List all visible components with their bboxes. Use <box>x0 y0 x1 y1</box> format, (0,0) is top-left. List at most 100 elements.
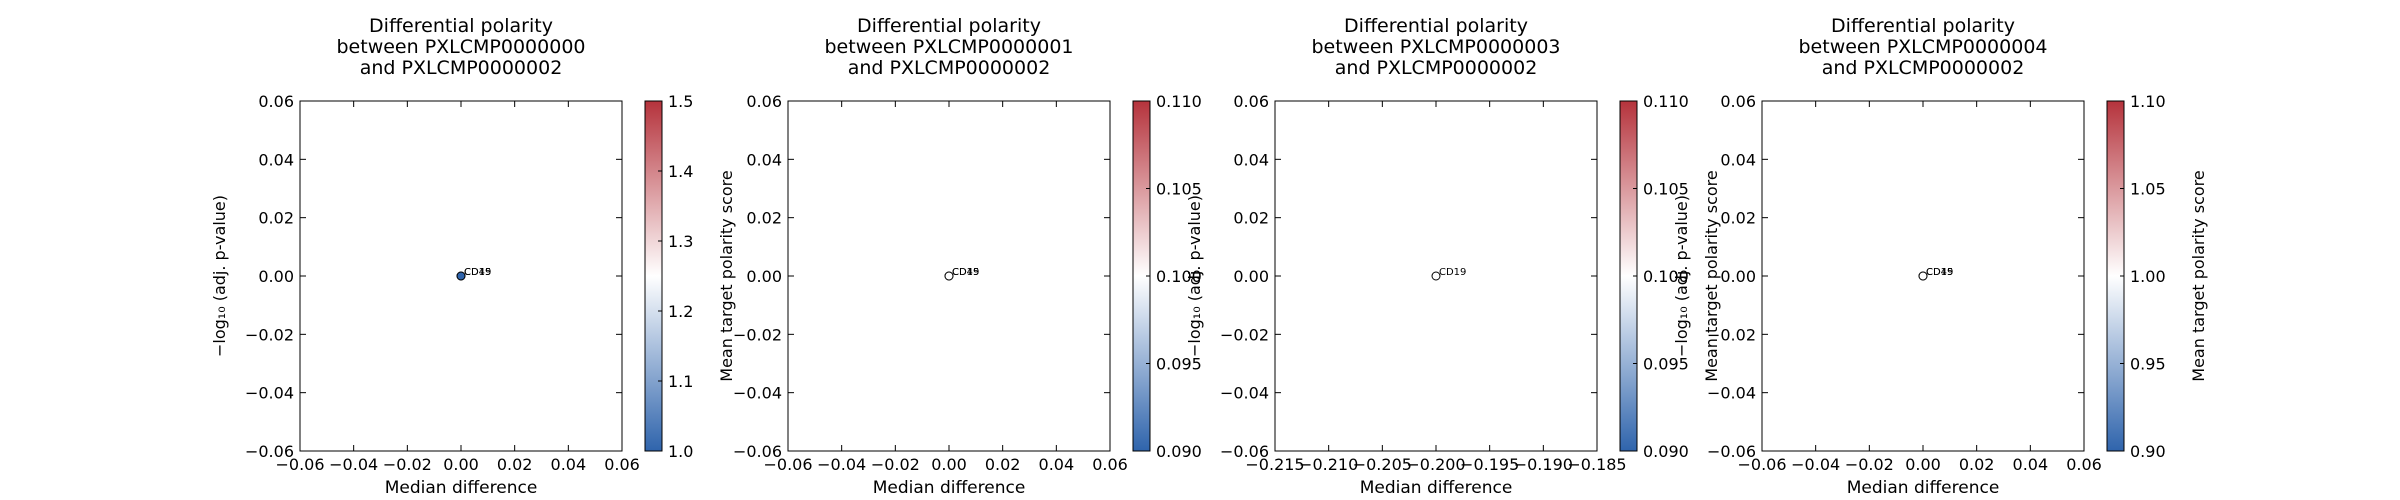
x-tick-label: 0.04 <box>2013 455 2049 474</box>
x-tick-label: 0.00 <box>1905 455 1941 474</box>
y-tick-label: −0.06 <box>1220 442 1269 461</box>
x-tick-label: −0.215 <box>1245 455 1304 474</box>
x-tick-label: −0.04 <box>329 455 378 474</box>
colorbar-tick-label: 1.1 <box>668 372 693 391</box>
x-tick-label: 0.02 <box>985 455 1021 474</box>
chart-title-line: between PXLCMP0000003 <box>1312 36 1561 58</box>
x-tick-label: −0.04 <box>817 455 866 474</box>
y-tick-label: 0.00 <box>1233 267 1269 286</box>
x-tick-label: −0.185 <box>1567 455 1626 474</box>
y-axis-label: −log₁₀ (adj. p-value) <box>210 195 229 357</box>
y-tick-label: 0.00 <box>1720 267 1756 286</box>
colorbar-tick-label: 1.05 <box>2130 180 2166 199</box>
y-tick-label: −0.04 <box>1707 384 1756 403</box>
colorbar-tick-label: 0.090 <box>1643 442 1689 461</box>
point-label: CD19 <box>464 267 491 278</box>
x-tick-label: −0.210 <box>1299 455 1358 474</box>
x-tick-label: −0.200 <box>1406 455 1465 474</box>
x-tick-label: −0.195 <box>1460 455 1519 474</box>
point-label: CD19 <box>952 267 979 278</box>
chart-title-line: between PXLCMP0000004 <box>1799 36 2048 58</box>
x-tick-label: −0.02 <box>871 455 920 474</box>
chart-title-line: between PXLCMP0000001 <box>825 36 1074 58</box>
colorbar-tick-label: 0.90 <box>2130 442 2166 461</box>
x-tick-label: 0.00 <box>931 455 967 474</box>
y-tick-label: 0.04 <box>1720 150 1756 169</box>
x-tick-label: 0.02 <box>1959 455 1995 474</box>
colorbar-tick-label: 1.00 <box>2130 267 2166 286</box>
point-label: CD45 <box>1926 267 1953 278</box>
y-tick-label: −0.06 <box>245 442 294 461</box>
colorbar-tick-label: 0.105 <box>1643 180 1689 199</box>
chart-title-line: and PXLCMP0000002 <box>360 57 563 79</box>
chart-title-line: Differential polarity <box>857 15 1041 37</box>
colorbar-tick-label: 0.090 <box>1156 442 1202 461</box>
y-tick-label: 0.04 <box>746 150 782 169</box>
x-tick-label: −0.02 <box>1845 455 1894 474</box>
chart-title-line: and PXLCMP0000002 <box>848 57 1051 79</box>
colorbar-tick-label: 0.110 <box>1156 92 1202 111</box>
y-tick-label: −0.04 <box>733 384 782 403</box>
y-tick-label: 0.04 <box>258 150 294 169</box>
colorbar <box>644 100 663 452</box>
chart-title-line: Differential polarity <box>1831 15 2015 37</box>
x-axis-label: Median difference <box>1360 478 1513 498</box>
colorbar-label: Mean target polarity score <box>1702 170 1721 381</box>
x-axis-label: Median difference <box>873 478 1026 498</box>
colorbar-tick-label: 0.105 <box>1156 180 1202 199</box>
point-label: CD19 <box>1439 267 1466 278</box>
colorbar-tick-label: 1.5 <box>668 92 693 111</box>
data-point <box>944 271 954 281</box>
x-tick-label: −0.06 <box>1737 455 1786 474</box>
colorbar-tick-label: 0.095 <box>1643 355 1689 374</box>
colorbar-label: Mean target polarity score <box>717 170 736 381</box>
y-tick-label: −0.02 <box>1707 325 1756 344</box>
chart-title-line: between PXLCMP0000000 <box>337 36 586 58</box>
y-tick-label: 0.06 <box>1720 92 1756 111</box>
colorbar-tick-label: 1.0 <box>668 442 693 461</box>
y-tick-label: 0.06 <box>258 92 294 111</box>
y-tick-label: −0.06 <box>733 442 782 461</box>
colorbar-tick-label: 0.100 <box>1643 267 1689 286</box>
chart-title-line: Differential polarity <box>1344 15 1528 37</box>
data-point <box>456 271 466 281</box>
colorbar-tick-label: 1.3 <box>668 232 693 251</box>
y-tick-label: 0.02 <box>746 209 782 228</box>
x-axis-label: Median difference <box>1847 478 2000 498</box>
x-tick-label: 0.04 <box>551 455 587 474</box>
y-tick-label: 0.02 <box>1720 209 1756 228</box>
point-label: CD19 <box>1926 267 1953 278</box>
y-tick-label: −0.04 <box>245 384 294 403</box>
x-tick-label: −0.06 <box>763 455 812 474</box>
colorbar-tick-label: 1.4 <box>668 162 693 181</box>
x-tick-label: 0.06 <box>2066 455 2102 474</box>
x-tick-label: −0.205 <box>1353 455 1412 474</box>
y-tick-label: 0.06 <box>746 92 782 111</box>
data-point <box>1918 271 1928 281</box>
x-tick-label: 0.06 <box>1092 455 1128 474</box>
x-tick-label: 0.04 <box>1039 455 1075 474</box>
colorbar-tick-label: 1.2 <box>668 302 693 321</box>
y-tick-label: 0.02 <box>1233 209 1269 228</box>
y-axis-label: −log₁₀ (adj. p-value) <box>1672 195 1691 357</box>
x-tick-label: 0.00 <box>443 455 479 474</box>
colorbar-tick-label: 1.10 <box>2130 92 2166 111</box>
y-tick-label: −0.02 <box>1220 325 1269 344</box>
y-tick-label: −0.02 <box>245 325 294 344</box>
colorbar-tick-label: 0.110 <box>1643 92 1689 111</box>
chart-title-line: and PXLCMP0000002 <box>1822 57 2025 79</box>
x-tick-label: 0.02 <box>497 455 533 474</box>
colorbar-tick-label: 0.095 <box>1156 355 1202 374</box>
x-tick-label: −0.190 <box>1514 455 1573 474</box>
chart-title-line: and PXLCMP0000002 <box>1335 57 1538 79</box>
y-tick-label: −0.06 <box>1707 442 1756 461</box>
data-point <box>1431 271 1441 281</box>
chart-title-line: Differential polarity <box>369 15 553 37</box>
x-tick-label: 0.06 <box>604 455 640 474</box>
x-axis-label: Median difference <box>385 478 538 498</box>
